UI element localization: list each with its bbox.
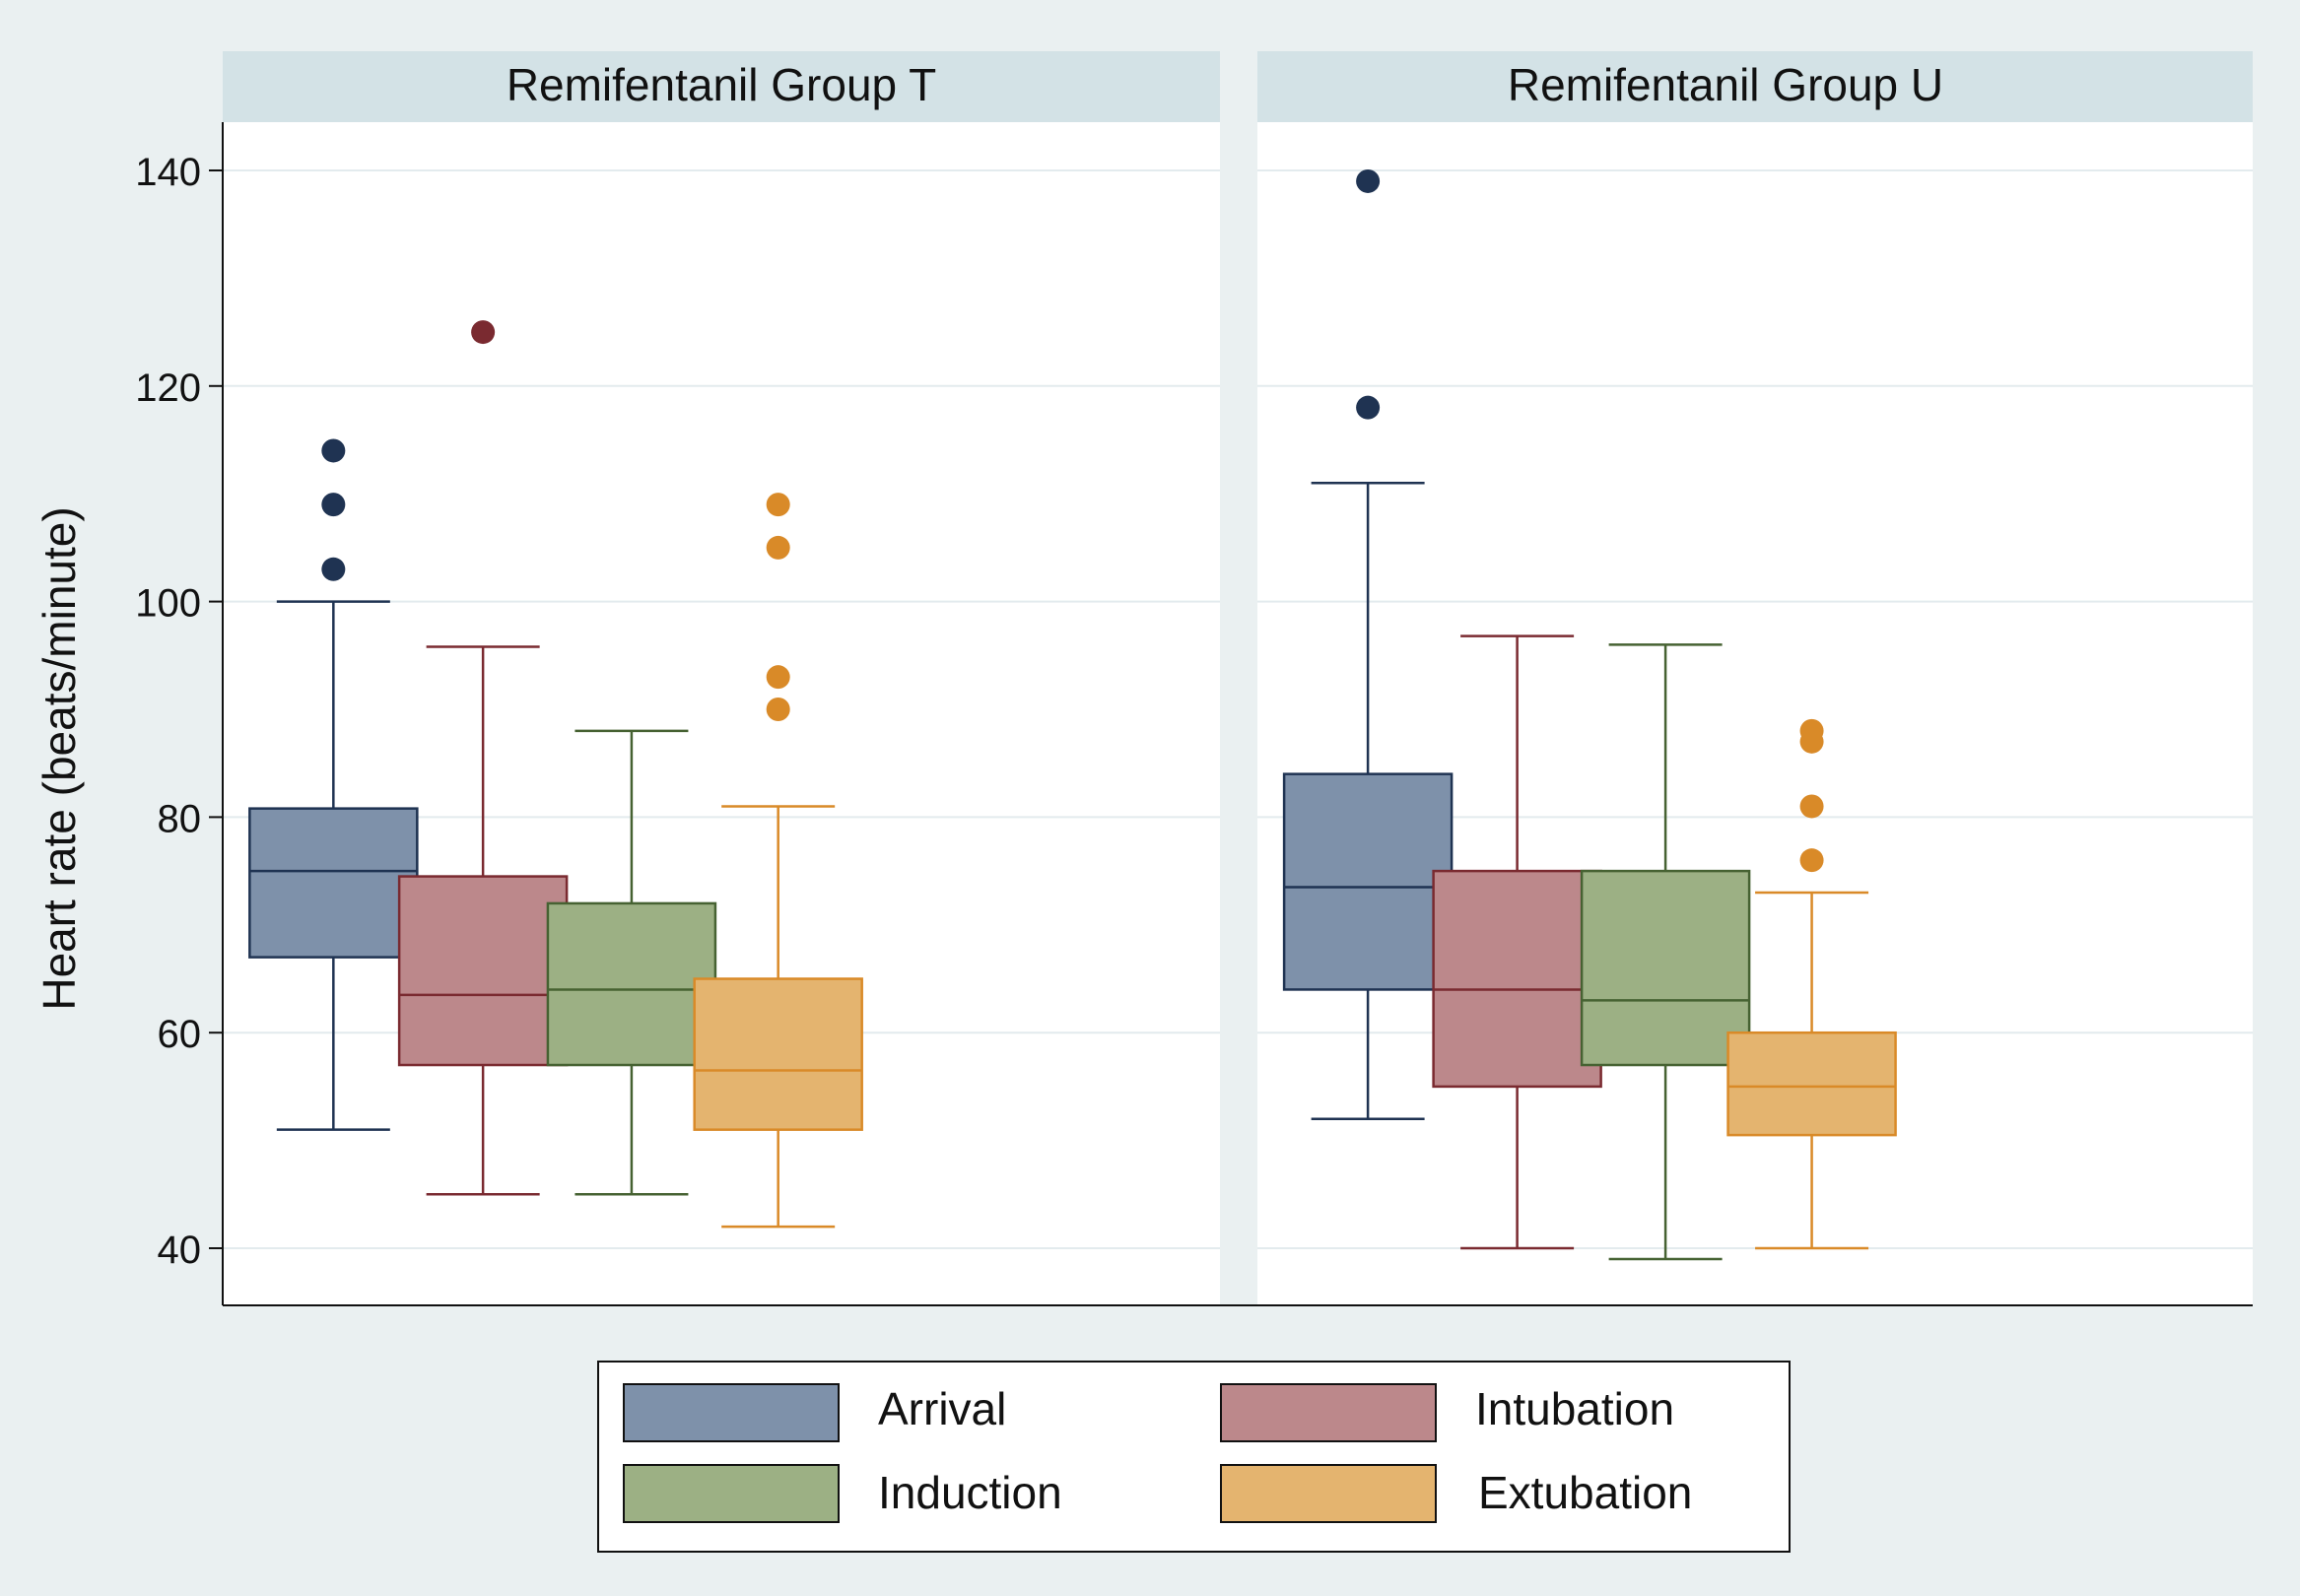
box-induction (546, 729, 717, 1196)
panel-title-group-t: Remifentanil Group T (507, 59, 936, 110)
box-extubation (693, 493, 863, 1229)
outlier-point-arrival (1356, 395, 1381, 420)
y-tick-label-100: 100 (135, 582, 201, 626)
legend-swatch-extubation (1220, 1464, 1437, 1523)
legend-swatch-arrival (623, 1383, 840, 1442)
box-arrival (1282, 168, 1454, 1120)
outlier-point-extubation (766, 665, 790, 690)
legend-label-induction: Induction (878, 1467, 1062, 1518)
outlier-point-extubation (1799, 794, 1824, 819)
box-intubation (1432, 634, 1602, 1250)
panel-group-u: Remifentanil Group U (1257, 51, 2253, 1304)
legend: Arrival Intubation Induction Extubation (597, 1361, 1791, 1553)
box-arrival (248, 438, 419, 1131)
legend-label-intubation: Intubation (1475, 1383, 1674, 1434)
outlier-point-extubation (766, 535, 790, 560)
iqr-box-induction (546, 901, 717, 1067)
outlier-point-extubation (766, 698, 790, 721)
y-axis-label: Heart rate (beats/minute) (34, 506, 85, 1010)
legend-swatch-intubation (1220, 1383, 1437, 1442)
y-tick-label-120: 120 (135, 366, 201, 410)
panel-header-group-u (1257, 51, 2253, 122)
y-tick-label-60: 60 (158, 1013, 202, 1056)
iqr-box-intubation (1432, 869, 1602, 1089)
legend-swatch-induction (623, 1464, 840, 1523)
boxes-group-u (1282, 168, 1897, 1261)
y-tick-label-80: 80 (158, 797, 202, 840)
outlier-point-extubation (1799, 848, 1824, 873)
y-tick-label-140: 140 (135, 151, 201, 194)
outlier-point-arrival (321, 493, 346, 517)
panel-header-group-t (223, 51, 1220, 122)
legend-label-extubation: Extubation (1478, 1467, 1692, 1518)
boxes-group-t (248, 320, 863, 1229)
panel-group-t: Remifentanil Group T (223, 51, 1220, 1304)
outlier-point-arrival (321, 438, 346, 463)
outlier-point-extubation (766, 493, 790, 517)
outlier-point-extubation (1799, 718, 1824, 743)
box-induction (1580, 643, 1751, 1261)
outlier-point-intubation (471, 320, 496, 345)
outlier-point-arrival (321, 557, 346, 581)
iqr-box-arrival (248, 807, 419, 959)
panel-title-group-u: Remifentanil Group U (1508, 59, 1943, 110)
y-axis-ticks: 40 60 80 100 120 140 (135, 151, 223, 1272)
iqr-box-extubation (693, 977, 863, 1131)
iqr-box-extubation (1726, 1031, 1897, 1137)
legend-label-arrival: Arrival (878, 1383, 1006, 1434)
iqr-box-induction (1580, 869, 1751, 1067)
box-intubation (397, 320, 569, 1196)
y-tick-label-40: 40 (158, 1229, 202, 1272)
outlier-point-arrival (1356, 168, 1381, 193)
iqr-box-arrival (1282, 772, 1454, 991)
iqr-box-intubation (397, 875, 569, 1067)
box-extubation (1726, 718, 1897, 1250)
